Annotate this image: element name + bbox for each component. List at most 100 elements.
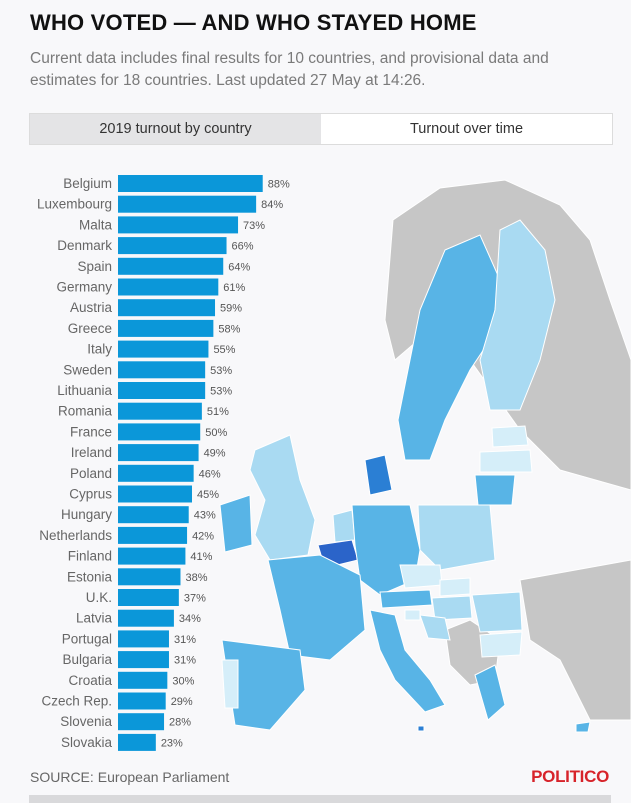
map-region-czech[interactable] [399, 564, 443, 589]
bar-category-label: Austria [70, 300, 113, 315]
bar-value-label: 61% [223, 282, 245, 294]
bar-category-label: Finland [68, 549, 112, 564]
bar-category-label: Sweden [63, 362, 112, 377]
bar-category-label: Portugal [62, 631, 112, 646]
map-region-malta[interactable] [417, 725, 425, 732]
turnout-bar[interactable] [118, 630, 169, 648]
tab-turnout-over-time[interactable]: Turnout over time [409, 121, 524, 137]
map-region-romania[interactable] [471, 591, 523, 633]
map-region-finland[interactable] [479, 219, 556, 411]
map-region-croatia[interactable] [419, 614, 451, 641]
bar-category-label: Hungary [61, 507, 112, 522]
bar-category-label: Slovakia [61, 735, 113, 750]
map-region-hungary[interactable] [431, 595, 473, 621]
bar-category-label: Malta [79, 217, 113, 232]
turnout-bar[interactable] [118, 671, 168, 689]
turnout-bar[interactable] [118, 713, 165, 731]
bar-value-label: 41% [190, 551, 212, 563]
bar-value-label: 73% [243, 220, 265, 232]
bar-value-label: 84% [261, 199, 283, 211]
map-region-estonia[interactable] [491, 425, 529, 448]
map-region-slovenia[interactable] [404, 609, 421, 621]
turnout-bar[interactable] [118, 423, 201, 441]
turnout-chart-and-map: Belgium 88% Luxembourg 84% Malta 73% Denmark 66… [37, 175, 631, 751]
turnout-bar[interactable] [118, 340, 209, 358]
bar-category-label: Slovenia [60, 714, 112, 729]
source-value: European Parliament [97, 769, 230, 785]
turnout-bar[interactable] [118, 464, 194, 482]
turnout-bar[interactable] [118, 402, 202, 420]
map-region-denmark[interactable] [364, 454, 393, 496]
turnout-bar[interactable] [118, 216, 239, 234]
turnout-bar[interactable] [118, 506, 189, 524]
bar-category-label: Lithuania [57, 383, 112, 398]
map-region-france[interactable] [267, 554, 366, 661]
turnout-bar[interactable] [118, 692, 166, 710]
bar-value-label: 55% [213, 344, 235, 356]
map-region-bulgaria[interactable] [479, 631, 523, 658]
map-region-netherlands[interactable] [332, 509, 356, 543]
turnout-bar[interactable] [118, 195, 257, 213]
bar-value-label: 64% [228, 261, 250, 273]
turnout-bar[interactable] [118, 609, 174, 627]
map-region-slovakia[interactable] [439, 577, 471, 597]
turnout-bar[interactable] [118, 526, 188, 544]
map-region-non-eu-south-east[interactable] [519, 559, 631, 721]
tab-turnout-by-country[interactable]: 2019 turnout by country [30, 114, 321, 144]
turnout-bar[interactable] [118, 175, 263, 192]
bar-category-label: Luxembourg [37, 197, 112, 212]
map-region-lithuania[interactable] [474, 474, 516, 506]
bar-category-label: France [70, 424, 112, 439]
turnout-bar[interactable] [118, 257, 224, 275]
bar-value-label: 30% [172, 675, 194, 687]
bar-value-label: 59% [220, 303, 242, 315]
politico-logo[interactable]: POLITICO [531, 767, 609, 786]
bar-category-label: Ireland [71, 445, 112, 460]
turnout-bar[interactable] [118, 299, 216, 317]
bar-value-label: 38% [185, 572, 207, 584]
turnout-bar[interactable] [118, 589, 179, 606]
map-region-portugal[interactable] [221, 659, 239, 709]
bar-value-label: 88% [268, 179, 290, 191]
bar-value-label: 45% [197, 489, 219, 501]
turnout-bar[interactable] [118, 382, 206, 399]
europe-map [219, 179, 631, 733]
bar-value-label: 66% [232, 241, 254, 253]
bar-category-label: U.K. [86, 590, 112, 605]
map-region-austria[interactable] [379, 589, 433, 609]
turnout-bar[interactable] [118, 361, 206, 379]
turnout-bar-chart: Belgium 88% Luxembourg 84% Malta 73% Denmark 66… [37, 175, 290, 751]
bar-category-label: Greece [68, 321, 112, 336]
source-note: SOURCE: European Parliament [30, 769, 229, 785]
turnout-bar[interactable] [118, 733, 156, 751]
bar-category-label: Bulgaria [62, 652, 112, 667]
bar-category-label: Czech Rep. [41, 694, 112, 709]
bottom-scroll-strip [29, 795, 611, 803]
turnout-bar[interactable] [118, 237, 227, 255]
map-region-italy[interactable] [369, 609, 446, 713]
map-region-ireland[interactable] [219, 494, 253, 553]
bar-value-label: 51% [207, 406, 229, 418]
source-label: SOURCE: [30, 769, 94, 785]
turnout-bar[interactable] [118, 568, 181, 586]
map-region-uk[interactable] [249, 434, 316, 561]
map-region-cyprus[interactable] [575, 721, 591, 733]
map-region-greece[interactable] [474, 664, 506, 721]
turnout-bar[interactable] [118, 319, 214, 337]
map-region-sweden[interactable] [397, 234, 501, 461]
turnout-bar[interactable] [118, 278, 219, 296]
bar-category-label: Poland [70, 466, 112, 481]
map-region-poland[interactable] [417, 504, 496, 571]
map-region-latvia[interactable] [479, 449, 533, 473]
bar-value-label: 53% [210, 365, 232, 377]
bar-value-label: 31% [174, 655, 196, 667]
bar-category-label: Estonia [67, 569, 113, 584]
turnout-bar[interactable] [118, 485, 192, 503]
turnout-bar[interactable] [118, 547, 186, 565]
bar-value-label: 50% [205, 427, 227, 439]
bar-category-label: Belgium [63, 176, 112, 191]
bar-value-label: 31% [174, 634, 196, 646]
turnout-bar[interactable] [118, 651, 169, 669]
page-title: WHO VOTED — AND WHO STAYED HOME [30, 10, 477, 35]
turnout-bar[interactable] [118, 444, 199, 462]
